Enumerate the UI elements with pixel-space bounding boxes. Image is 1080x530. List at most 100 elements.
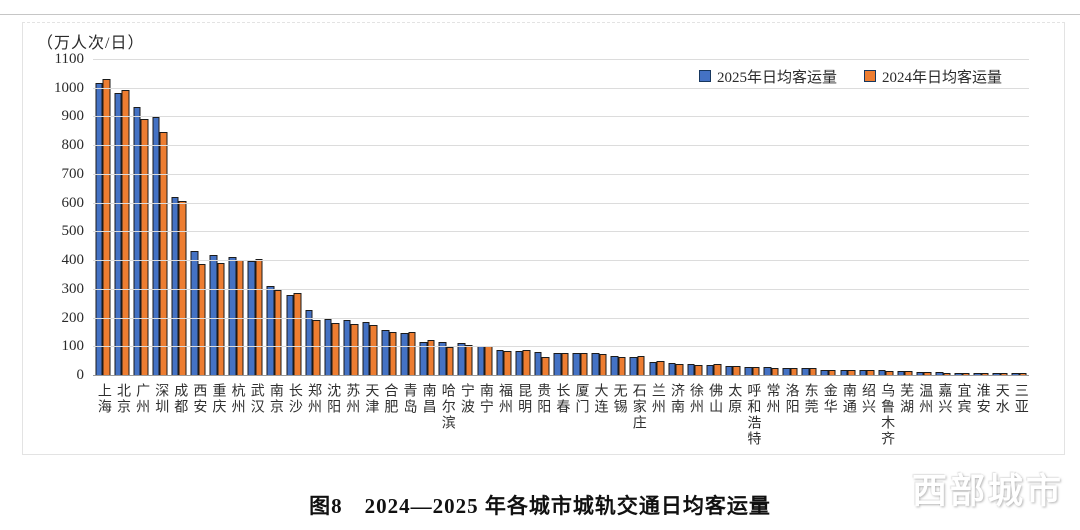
bar-pair-合肥 (381, 330, 397, 375)
bar-2025年 (553, 353, 561, 375)
bar-pair-北京 (114, 90, 130, 375)
bar-2025年 (515, 351, 523, 375)
bar-2025年 (381, 330, 390, 375)
bar-2024年 (1019, 373, 1027, 375)
bar-2025年 (687, 364, 695, 375)
bar-2024年 (694, 365, 703, 375)
bar-2025年 (114, 93, 122, 375)
bar-2024年 (369, 325, 378, 375)
bar-pair-长沙 (286, 293, 302, 375)
bar-pair-无锡 (610, 356, 626, 375)
bar-2024年 (102, 79, 111, 375)
chart-panel: （万人次/日） 2025年日均客运量 2024年日均客运量 上海 北京 广州 深圳 成都… (22, 22, 1065, 455)
x-axis-label: 南宁 (477, 383, 493, 415)
bar-2025年 (706, 365, 714, 375)
y-axis-unit-label: （万人次/日） (37, 35, 145, 52)
bar-pair-呼和浩特 (744, 367, 760, 375)
bar-2025年 (897, 371, 905, 375)
bar-2025年 (228, 257, 237, 375)
bar-pair-苏州 (343, 320, 359, 375)
gridline (93, 288, 1029, 290)
bar-2024年 (446, 347, 454, 375)
x-axis-label: 南京 (267, 383, 283, 415)
bar-pair-上海 (95, 79, 111, 375)
bar-2024年 (293, 293, 302, 375)
x-axis-label: 大连 (592, 383, 608, 415)
bar-2024年 (274, 290, 282, 375)
x-axis-label: 武汉 (248, 383, 264, 415)
bar-pair-金华 (820, 370, 836, 375)
x-axis-label: 北京 (114, 383, 130, 415)
y-tick-label: 1000 (54, 79, 84, 96)
bar-pair-乌鲁木齐 (878, 370, 894, 375)
bar-2024年 (981, 373, 989, 375)
bar-pair-南昌 (419, 340, 435, 375)
bar-2025年 (935, 372, 944, 375)
bar-2024年 (312, 320, 321, 375)
x-axis-label: 长沙 (286, 383, 302, 415)
bars-layer (93, 59, 1029, 375)
gridline (93, 145, 1029, 147)
bar-pair-常州 (763, 367, 779, 375)
bar-2025年 (782, 368, 791, 375)
bar-pair-大连 (591, 353, 607, 375)
bar-2024年 (408, 332, 416, 375)
bar-2025年 (572, 353, 581, 375)
bar-2025年 (916, 372, 924, 375)
bar-pair-厦门 (572, 353, 588, 375)
y-tick-label: 400 (61, 252, 85, 269)
bar-2024年 (389, 332, 397, 375)
y-tick-label: 600 (61, 194, 85, 211)
bar-2024年 (790, 368, 798, 375)
x-axis-label: 呼和浩特 (745, 383, 761, 447)
bar-2025年 (534, 352, 542, 375)
bar-pair-深圳 (152, 117, 168, 375)
bar-pair-兰州 (649, 361, 664, 375)
x-axis-label: 太原 (726, 383, 742, 415)
legend-item-2025: 2025年日均客运量 (699, 67, 837, 86)
gridline (93, 317, 1029, 319)
y-tick-label: 500 (61, 223, 85, 240)
bar-2024年 (503, 351, 512, 375)
x-axis-label: 哈尔滨 (439, 383, 455, 431)
bar-2025年 (190, 251, 199, 375)
x-axis-label: 青岛 (401, 383, 417, 415)
y-tick-label: 900 (61, 108, 85, 125)
bar-2024年 (541, 357, 550, 375)
bar-2024年 (943, 373, 951, 375)
bar-2024年 (771, 368, 779, 375)
x-axis-label: 福州 (497, 383, 513, 415)
bar-pair-东莞 (801, 368, 817, 375)
bar-2025年 (266, 286, 275, 375)
bar-pair-重庆 (209, 255, 225, 375)
gridline (93, 231, 1029, 233)
bar-pair-徐州 (687, 364, 703, 375)
bar-pair-福州 (496, 350, 512, 375)
gridline (93, 260, 1029, 262)
bar-2025年 (763, 367, 772, 375)
bar-pair-宜宾 (954, 373, 970, 375)
bar-2025年 (840, 370, 848, 375)
bar-2024年 (828, 370, 836, 375)
bar-2024年 (331, 323, 340, 375)
x-axis-label: 徐州 (688, 383, 704, 415)
bar-2025年 (859, 370, 867, 375)
bar-2024年 (465, 345, 473, 375)
x-axis-label: 杭州 (229, 383, 245, 415)
x-axis-label: 厦门 (573, 383, 589, 415)
legend-color-swatch-2024 (864, 70, 876, 82)
x-axis-label: 三亚 (1012, 383, 1028, 415)
top-divider (0, 14, 1080, 15)
bar-2025年 (668, 363, 676, 375)
bar-2025年 (362, 322, 370, 375)
x-axis-label: 广州 (134, 383, 150, 415)
bar-pair-温州 (916, 372, 932, 375)
bar-2024年 (350, 324, 359, 375)
x-axis-label: 贵阳 (535, 383, 551, 415)
gridline (93, 346, 1029, 348)
x-axis-label: 淮安 (974, 383, 990, 415)
bar-pair-哈尔滨 (438, 342, 454, 375)
bar-2024年 (962, 373, 970, 375)
bar-2025年 (133, 107, 141, 375)
x-axis-label: 乌鲁木齐 (879, 383, 895, 447)
